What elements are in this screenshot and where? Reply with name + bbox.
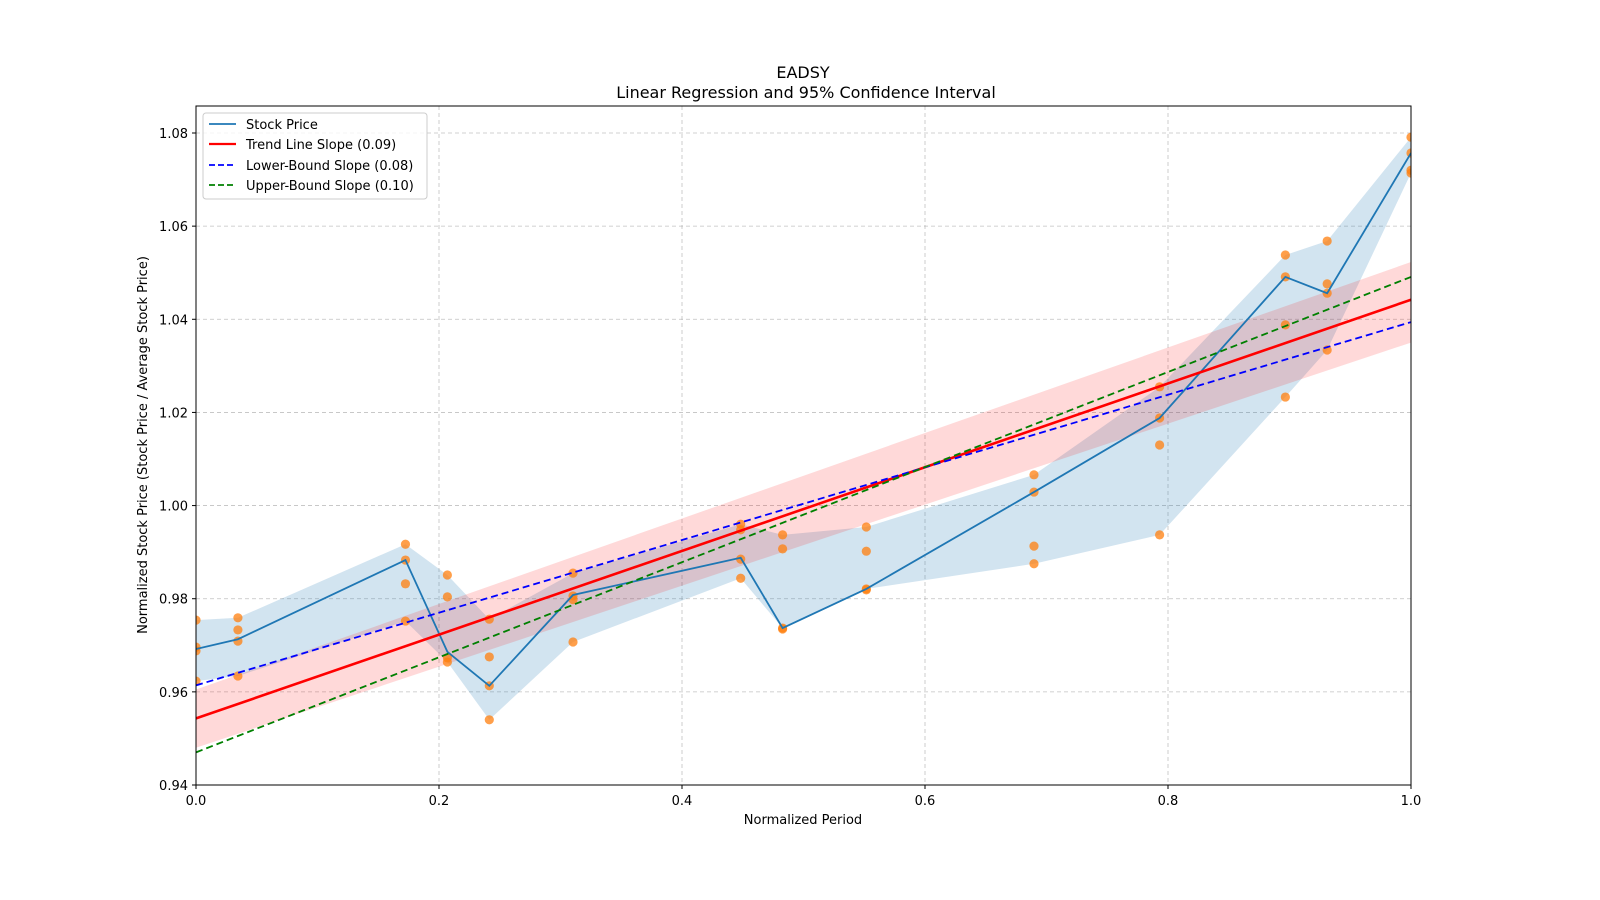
scatter-point	[861, 546, 871, 556]
scatter-point	[1029, 559, 1039, 569]
scatter-point	[1280, 392, 1290, 402]
y-tick-label: 1.02	[159, 406, 188, 421]
x-tick-label: 0.8	[1158, 794, 1179, 809]
legend-label-lower-bound: Lower-Bound Slope (0.08)	[246, 159, 413, 174]
y-tick-label: 0.96	[159, 686, 188, 701]
trend-confidence-band	[196, 262, 1411, 748]
legend-label-upper-bound: Upper-Bound Slope (0.10)	[246, 179, 414, 194]
x-tick-label: 0.4	[672, 794, 693, 809]
scatter-point	[1322, 279, 1332, 289]
y-tick-label: 1.00	[159, 500, 188, 515]
scatter-point	[1322, 236, 1332, 246]
y-tick-label: 0.98	[159, 593, 188, 608]
scatter-point	[861, 522, 871, 532]
scatter-point	[778, 544, 788, 554]
x-tick-label: 0.6	[915, 794, 936, 809]
legend-label-stock-price: Stock Price	[246, 118, 318, 133]
scatter-point	[1280, 250, 1290, 260]
scatter-point	[1155, 530, 1165, 540]
legend-label-trend-line: Trend Line Slope (0.09)	[245, 138, 396, 153]
scatter-point	[568, 568, 578, 578]
scatter-point	[568, 637, 578, 647]
scatter-point	[1155, 440, 1165, 450]
y-tick-label: 0.94	[159, 779, 188, 794]
plot-area	[196, 132, 1411, 754]
trend-line	[196, 298, 1411, 720]
scatter-point	[196, 615, 201, 625]
scatter-point	[1029, 470, 1039, 480]
stock-price-line	[196, 152, 1411, 688]
scatter-point	[484, 715, 494, 725]
scatter-point	[400, 579, 411, 589]
scatter-point	[400, 616, 411, 626]
x-tick-label: 0.0	[186, 794, 207, 809]
chart-subtitle: Linear Regression and 95% Confidence Int…	[616, 83, 996, 102]
scatter-point	[1029, 541, 1039, 551]
scatter-point	[1406, 132, 1411, 142]
legend-box	[202, 112, 428, 200]
x-tick-label: 1.0	[1401, 794, 1422, 809]
scatter-point	[442, 570, 452, 580]
scatter-point	[736, 573, 746, 583]
ticks: 0.0 0.2 0.4 0.6 0.8 1.0 0.94 0.96 0.98 1.00 1.02 1.…	[159, 127, 1421, 809]
x-axis-label: Normalized Period	[744, 813, 862, 828]
scatter-point	[442, 592, 452, 602]
y-tick-label: 1.06	[159, 220, 188, 235]
plot-content	[196, 132, 1411, 754]
lower-bound-line	[196, 321, 1411, 687]
y-tick-label: 1.08	[159, 127, 188, 142]
x-tick-label: 0.2	[429, 794, 450, 809]
scatter-point	[233, 613, 243, 623]
upper-bound-line	[196, 276, 1411, 754]
scatter-point	[1406, 168, 1411, 178]
chart-title: EADSY	[776, 63, 830, 82]
scatter-point	[778, 530, 788, 540]
scatter-point	[233, 625, 243, 635]
axes-frame	[195, 105, 1412, 786]
stock-price-band	[196, 137, 1411, 720]
y-axis-label: Normalized Stock Price (Stock Price / Av…	[136, 256, 151, 634]
scatter-point	[484, 652, 494, 662]
scatter-point	[442, 657, 452, 667]
y-tick-label: 1.04	[159, 313, 188, 328]
scatter-point	[233, 671, 243, 681]
legend: Stock Price Trend Line Slope (0.09) Lowe…	[202, 112, 428, 200]
scatter-point	[400, 539, 411, 549]
